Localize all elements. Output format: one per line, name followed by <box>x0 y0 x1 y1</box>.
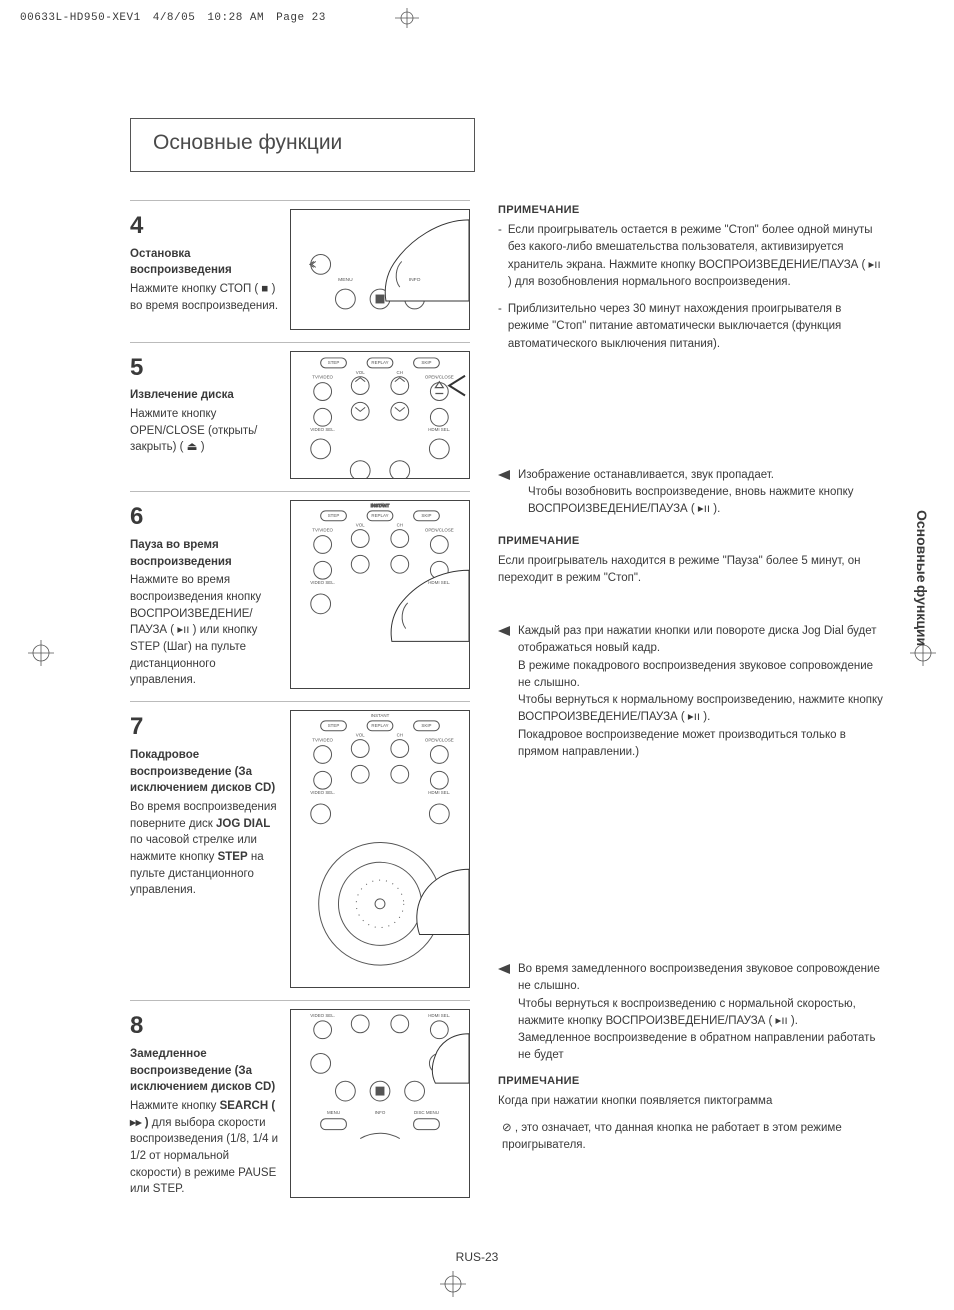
svg-text:TV/VIDEO: TV/VIDEO <box>312 738 333 743</box>
svg-text:HDMI SEL.: HDMI SEL. <box>428 580 450 585</box>
step-5: 5 Извлечение диска Нажмите кнопку OPEN/C… <box>130 342 470 480</box>
svg-text:OPEN/CLOSE: OPEN/CLOSE <box>425 738 454 743</box>
left-arrow-icon <box>498 625 510 761</box>
step-title: Остановка воспроизведения <box>130 246 280 279</box>
page-title: Основные функции <box>153 131 342 154</box>
print-header: 00633L-HD950-XEV1 4/8/05 10:28 AM Page 2… <box>0 0 954 28</box>
left-arrow-icon <box>498 963 510 1065</box>
svg-text:INFO: INFO <box>375 1110 386 1115</box>
svg-text:VIDEO SEL.: VIDEO SEL. <box>310 580 335 585</box>
page-number: RUS-23 <box>0 1240 954 1272</box>
svg-text:CH: CH <box>397 523 403 528</box>
note-body: Когда при нажатии кнопки появляется пикт… <box>498 1093 884 1110</box>
svg-text:DISC MENU: DISC MENU <box>414 1110 439 1115</box>
step-body: Нажмите кнопку SEARCH ( ▸▸ ) для выбора … <box>130 1098 280 1198</box>
step-body: Во время воспроизведения поверните диск … <box>130 799 280 899</box>
note-body: Если проигрыватель находится в режиме "П… <box>498 553 884 588</box>
svg-text:STEP: STEP <box>328 360 340 365</box>
note-body: ⊘ , это означает, что данная кнопка не р… <box>498 1120 884 1155</box>
doc-time: 10:28 AM <box>207 12 264 24</box>
step-title: Извлечение диска <box>130 387 280 404</box>
step-body: Нажмите кнопку OPEN/CLOSE (открыть/закры… <box>130 406 280 456</box>
left-column: 4 Остановка воспроизведения Нажмите кноп… <box>130 200 470 1210</box>
side-tab-line: Основные <box>914 510 930 583</box>
svg-text:STEP: STEP <box>328 513 340 518</box>
arrow-paragraph: Во время замедленного воспроизведения зв… <box>498 961 884 1065</box>
step-7: 7 Покадровое воспроизведение (За исключе… <box>130 701 470 988</box>
step-4: 4 Остановка воспроизведения Нажмите кноп… <box>130 200 470 330</box>
remote-illustration-4: MENU INFO <box>290 209 470 330</box>
step-body: Нажмите во время воспроизведения кнопку … <box>130 572 280 689</box>
arrow-paragraph: Изображение останавливается, звук пропад… <box>498 467 884 519</box>
svg-text:VIDEO SEL.: VIDEO SEL. <box>310 427 335 432</box>
svg-text:STEP: STEP <box>328 723 340 728</box>
svg-text:CH: CH <box>397 369 403 374</box>
step-number: 8 <box>130 1009 280 1044</box>
svg-text:REPLAY: REPLAY <box>371 513 388 518</box>
page-title-box: Основные функции <box>130 118 475 172</box>
remote-illustration-6: INSTANT STEP REPLAY SKIP TV/VIDEO VOL CH OPEN… <box>290 500 470 689</box>
doc-date: 4/8/05 <box>153 12 196 24</box>
left-arrow-icon <box>498 469 510 519</box>
registration-mark-bottom <box>440 1271 466 1302</box>
step-title: Пауза во время воспроизведения <box>130 537 280 570</box>
note-heading: ПРИМЕЧАНИЕ <box>498 204 884 216</box>
remote-illustration-5: STEP REPLAY SKIP TV/VIDEO VOL CH OPEN/CLOSE V… <box>290 351 470 480</box>
step-number: 5 <box>130 351 280 386</box>
note-heading: ПРИМЕЧАНИЕ <box>498 1075 884 1087</box>
side-tab-line: функции <box>914 585 930 646</box>
svg-text:SKIP: SKIP <box>421 513 431 518</box>
svg-text:TV/VIDEO: TV/VIDEO <box>312 528 333 533</box>
svg-text:VIDEO SEL.: VIDEO SEL. <box>310 1013 335 1018</box>
svg-text:SKIP: SKIP <box>421 360 431 365</box>
note-bullet: -Если проигрыватель остается в режиме "С… <box>498 222 884 291</box>
svg-text:OPEN/CLOSE: OPEN/CLOSE <box>425 374 454 379</box>
svg-text:HDMI SEL.: HDMI SEL. <box>428 790 450 795</box>
svg-text:INSTANT: INSTANT <box>371 503 390 508</box>
side-tab: Основные функции <box>914 510 930 646</box>
svg-text:REPLAY: REPLAY <box>371 360 388 365</box>
svg-text:HDMI SEL.: HDMI SEL. <box>428 1013 450 1018</box>
remote-illustration-8: VIDEO SEL. HDMI SEL. MENU INFO DISC MENU <box>290 1009 470 1198</box>
svg-text:INFO: INFO <box>409 277 421 283</box>
step-number: 7 <box>130 710 280 745</box>
step-title: Покадровое воспроизведение (За исключени… <box>130 747 280 797</box>
step-number: 6 <box>130 500 280 535</box>
note-bullet: -Приблизительно через 30 минут нахождени… <box>498 301 884 353</box>
note-heading: ПРИМЕЧАНИЕ <box>498 535 884 547</box>
step-8: 8 Замедленное воспроизведение (За исключ… <box>130 1000 470 1198</box>
svg-text:VOL: VOL <box>356 369 365 374</box>
svg-text:MENU: MENU <box>338 277 353 283</box>
svg-text:INSTANT: INSTANT <box>371 713 390 718</box>
svg-text:VOL: VOL <box>356 523 365 528</box>
crop-mark-top <box>393 8 421 28</box>
svg-text:CH: CH <box>397 733 403 738</box>
right-column: ПРИМЕЧАНИЕ -Если проигрыватель остается … <box>498 200 884 1210</box>
doc-page: Page 23 <box>276 12 326 24</box>
svg-text:VIDEO SEL.: VIDEO SEL. <box>310 790 335 795</box>
svg-text:OPEN/CLOSE: OPEN/CLOSE <box>425 528 454 533</box>
step-body: Нажмите кнопку СТОП ( ■ ) во время воспр… <box>130 281 280 314</box>
step-title: Замедленное воспроизведение (За исключен… <box>130 1046 280 1096</box>
svg-text:MENU: MENU <box>327 1110 340 1115</box>
svg-text:TV/VIDEO: TV/VIDEO <box>312 374 333 379</box>
doc-code: 00633L-HD950-XEV1 <box>20 12 141 24</box>
step-number: 4 <box>130 209 280 244</box>
svg-text:VOL: VOL <box>356 733 365 738</box>
arrow-paragraph: Каждый раз при нажатии кнопки или поворо… <box>498 623 884 761</box>
remote-illustration-7: INSTANT STEP REPLAY SKIP TV/VIDEO VOL CH OPEN… <box>290 710 470 988</box>
svg-text:HDMI SEL.: HDMI SEL. <box>428 427 450 432</box>
svg-text:SKIP: SKIP <box>421 723 431 728</box>
svg-text:REPLAY: REPLAY <box>371 723 388 728</box>
step-6: 6 Пауза во время воспроизведения Нажмите… <box>130 491 470 689</box>
